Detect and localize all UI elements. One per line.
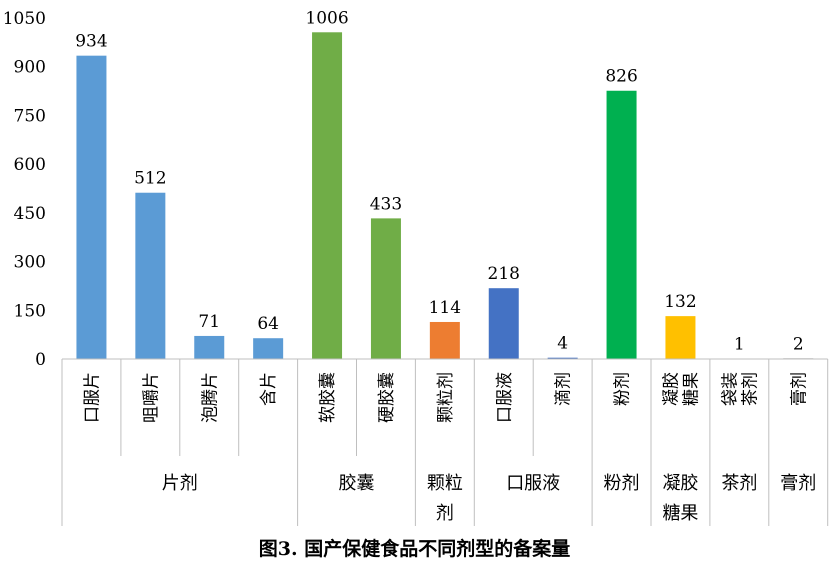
group-label: 胶囊 [339,473,375,494]
category-label: 膏剂 [788,372,809,406]
group-label: 颗粒 [427,473,463,494]
y-tick-label: 750 [14,106,46,126]
category-label: 袋装 [720,372,740,406]
category-label: 软胶囊 [318,372,338,423]
bar [253,338,284,359]
bar [194,335,225,359]
data-label: 218 [488,264,520,284]
category-label: 含片 [259,372,279,406]
category-label: 滴剂 [554,372,574,406]
group-label: 口服液 [506,473,560,494]
data-label: 71 [198,312,220,332]
data-label: 114 [429,298,461,318]
y-tick-label: 450 [14,204,46,224]
data-label: 433 [370,194,402,214]
category-label: 糖果 [681,372,701,406]
bar [665,316,696,359]
bar [135,192,166,359]
category-label: 硬胶囊 [377,372,397,423]
group-label: 片剂 [162,473,198,494]
category-label: 茶剂 [740,372,760,406]
data-label: 934 [75,32,107,52]
data-label: 64 [257,314,279,334]
category-label: 泡腾片 [200,372,220,423]
group-label: 茶剂 [721,473,757,494]
bar [547,357,578,359]
bar [488,288,519,359]
group-label: 剂 [436,503,454,524]
y-tick-label: 1050 [3,9,46,29]
bar [370,218,401,359]
category-label: 咀嚼片 [141,372,161,423]
data-label: 512 [134,169,166,189]
chart-caption: 图3. 国产保健食品不同剂型的备案量 [258,538,571,560]
y-tick-label: 150 [14,301,46,321]
group-label: 膏剂 [780,472,816,494]
bar [76,55,107,359]
bar [312,32,343,360]
y-tick-label: 300 [14,253,46,273]
y-tick-label: 600 [14,155,46,175]
group-label: 粉剂 [604,473,640,494]
data-label: 132 [664,292,696,312]
bar [429,321,460,359]
data-label: 2 [793,334,804,354]
y-tick-label: 900 [14,58,46,78]
bar [606,90,637,359]
data-label: 4 [557,334,568,354]
category-label: 口服液 [495,372,515,423]
category-label: 口服片 [82,372,102,423]
data-label: 1006 [305,8,348,28]
group-label: 凝胶 [662,473,698,494]
category-label: 凝胶 [661,372,681,406]
data-label: 1 [734,335,745,355]
category-label: 颗粒剂 [436,372,456,423]
category-label: 粉剂 [613,372,633,406]
data-label: 826 [605,67,637,87]
group-label: 糖果 [662,503,698,524]
y-tick-label: 0 [35,350,46,370]
bar-chart: 0 150 300 450 600 750 900 1050 934 512 71 64 1006 433… [3,8,829,526]
